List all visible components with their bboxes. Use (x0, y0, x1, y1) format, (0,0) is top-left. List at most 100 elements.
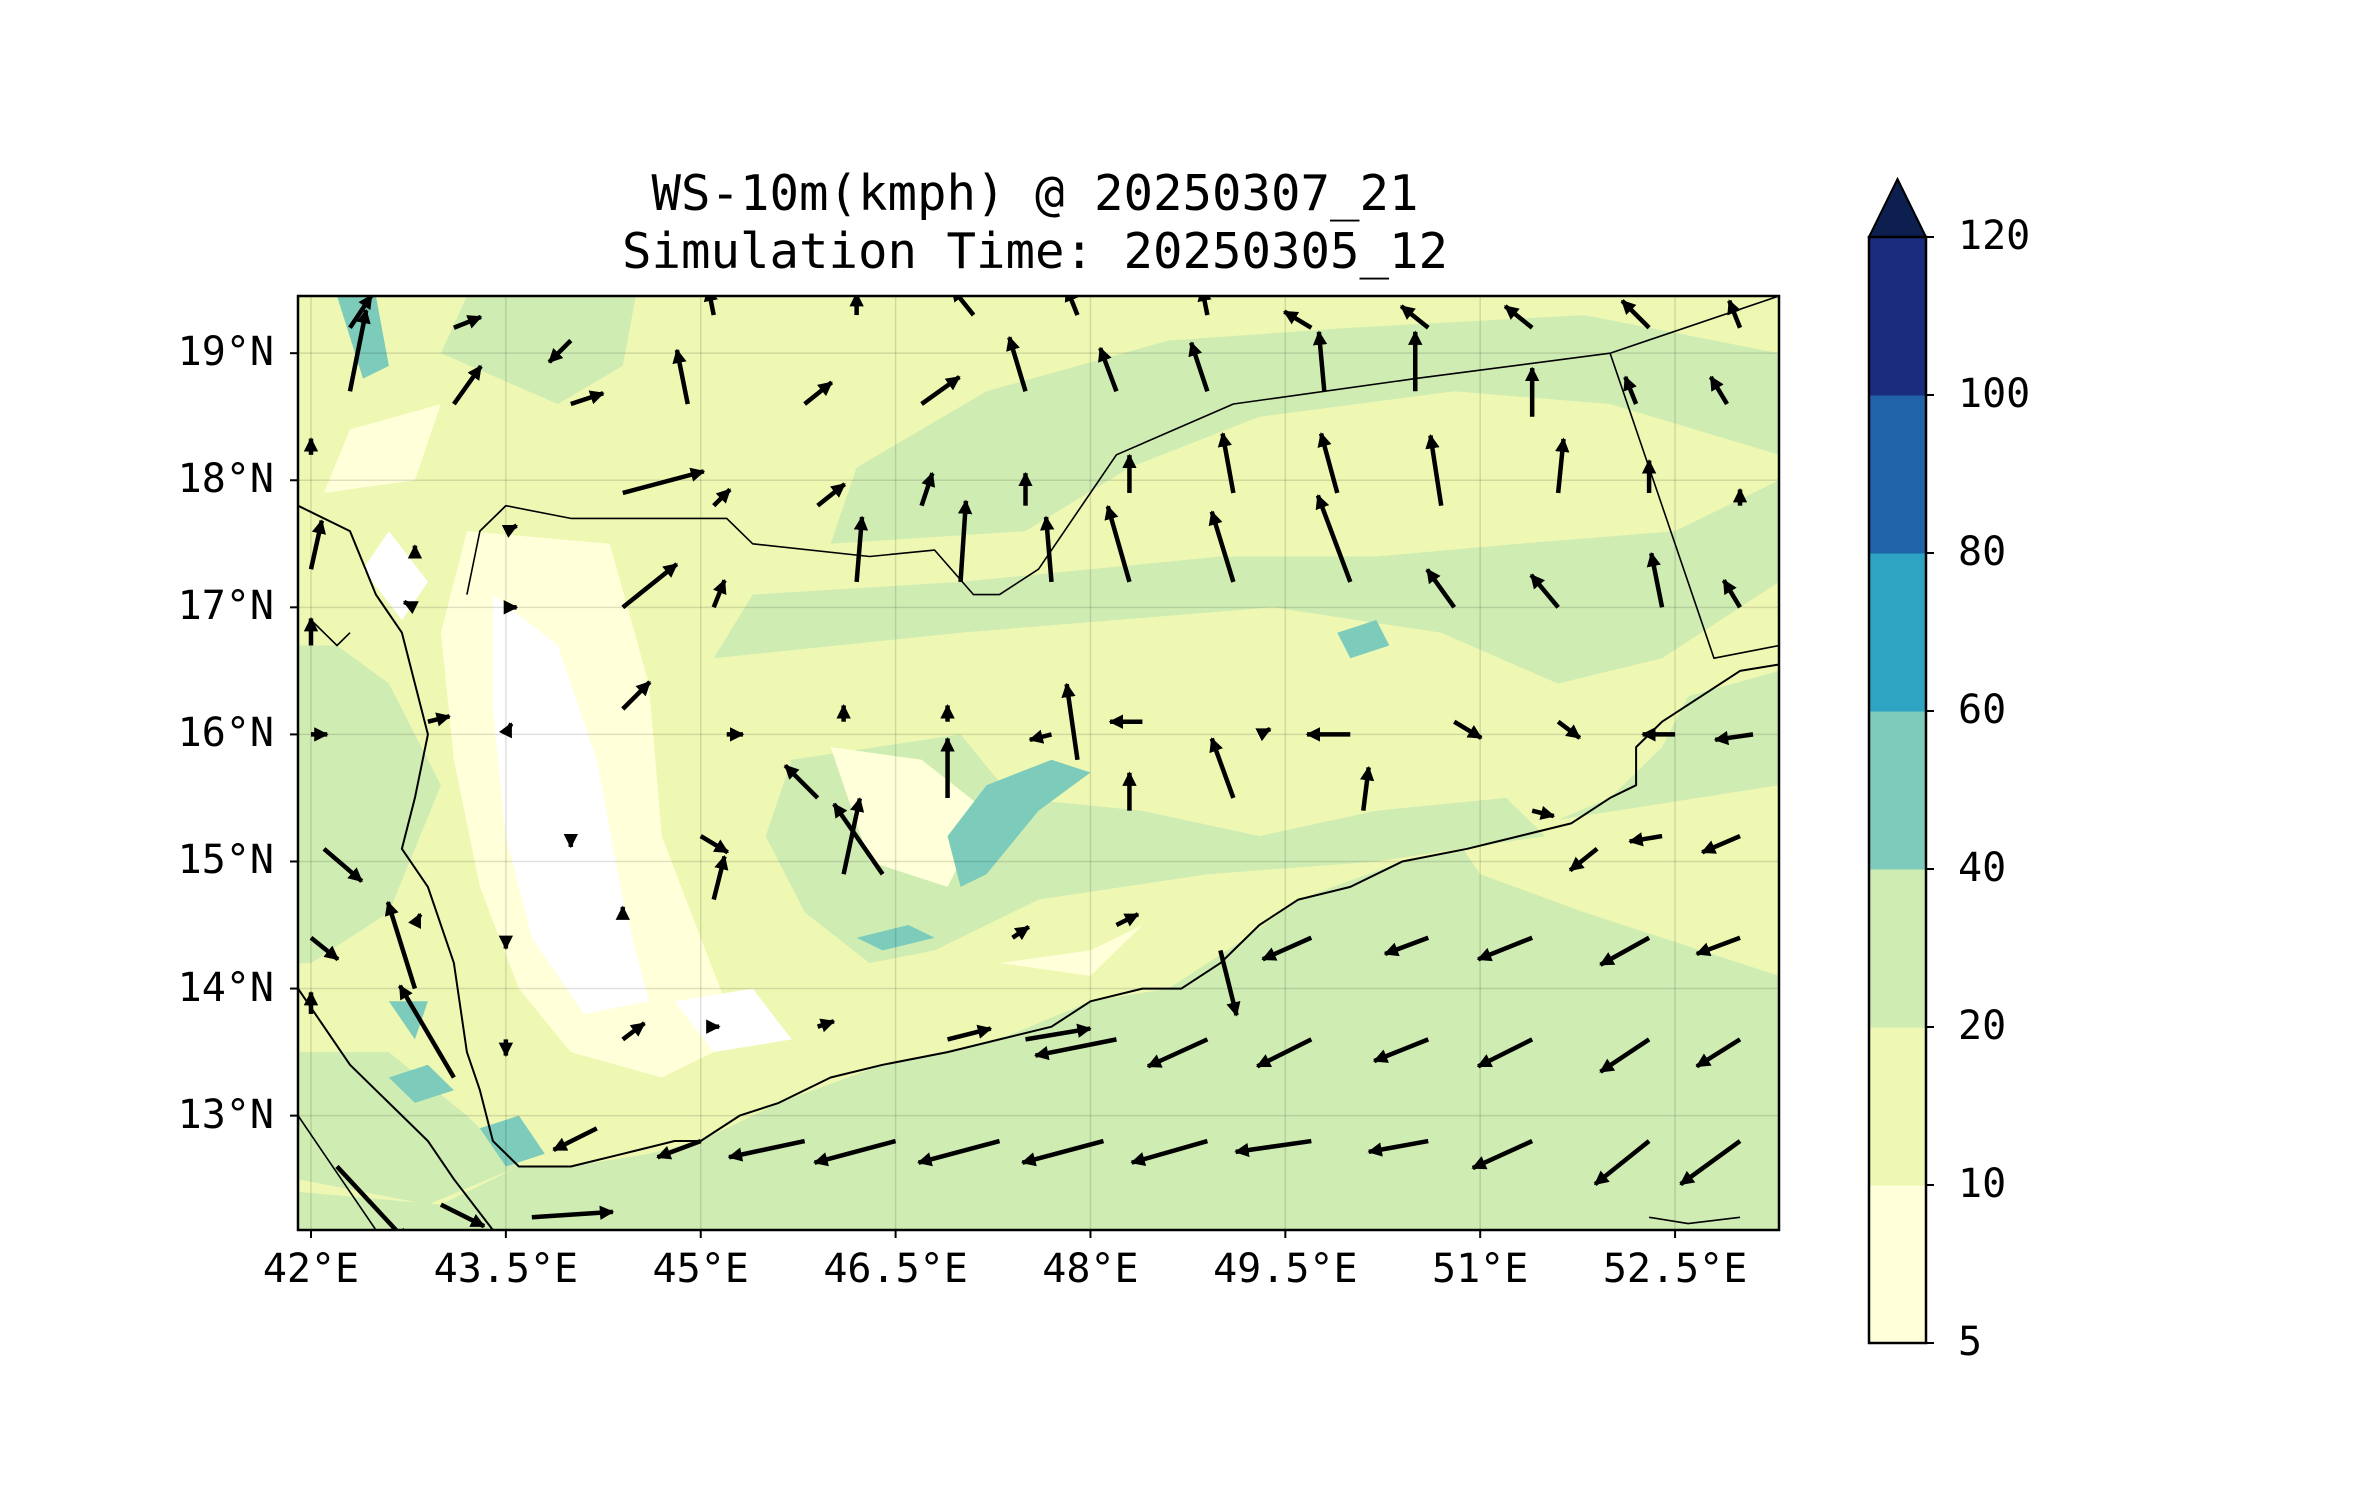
wind-vector (1197, 296, 1212, 316)
lat-tick-label: 15°N (177, 837, 274, 884)
wind-vector (832, 802, 885, 876)
colorbar-segment (1869, 869, 1926, 1028)
wind-vector (622, 467, 706, 496)
wind-vector (920, 375, 961, 406)
wind-vector (712, 487, 732, 508)
wind-vector (1208, 510, 1236, 583)
wind-vector (1188, 341, 1210, 393)
wind-vector (1034, 1037, 1117, 1061)
lat-tick-label: 17°N (177, 583, 274, 630)
colorbar-segment (1869, 553, 1926, 712)
calm-5-10-2 (999, 925, 1143, 976)
lon-tick-label: 46.5°E (823, 1246, 968, 1292)
wind-vector (322, 847, 364, 883)
wind-vector (1115, 912, 1140, 928)
wind-vector (1283, 309, 1313, 330)
wind-vector (1064, 296, 1080, 316)
wind-vector (1104, 504, 1132, 583)
wind-vector (1383, 935, 1430, 957)
wind-vector (1256, 1037, 1313, 1069)
calm-below-5-2 (363, 531, 428, 620)
wind-vector (348, 296, 374, 330)
zone-20-40-4 (298, 645, 441, 964)
wind-vector (402, 599, 419, 615)
wind-vector (1721, 579, 1742, 609)
wind-vector (1234, 1138, 1312, 1158)
zone-40-60-4 (388, 1064, 454, 1103)
wind-vector (309, 935, 340, 962)
wind-vector (699, 834, 729, 855)
wind-vector (1695, 1037, 1742, 1069)
wind-vector (347, 308, 371, 392)
zone-40-60-1 (1337, 620, 1390, 659)
wind-vector (621, 1021, 646, 1042)
calm-5-10-3 (324, 404, 441, 493)
zone-20-40-5 (298, 1052, 519, 1205)
wind-vector (1556, 719, 1582, 740)
colorbar-segment (1869, 237, 1926, 396)
wind-vector (1620, 299, 1651, 330)
wind-vectors (303, 296, 1754, 1230)
wind-vector (1695, 935, 1741, 957)
wind-vector (813, 1138, 897, 1167)
wind-vector (1367, 1138, 1429, 1157)
sea-20-40-fill (298, 670, 1779, 1230)
lat-tick-label: 16°N (177, 710, 274, 757)
zone-20-40-0 (713, 480, 1779, 684)
wind-vector (816, 1018, 836, 1033)
wind-vector (531, 1205, 615, 1220)
wind-vector (1130, 1138, 1209, 1167)
colorbar-tick-label: 60 (1958, 687, 2007, 733)
colorbar-segment (1869, 1027, 1926, 1186)
wind-vector (947, 1024, 993, 1042)
wind-vector (853, 515, 869, 583)
wind-vector (1028, 729, 1053, 744)
calm-below-5-1 (674, 988, 792, 1053)
wind-vector (547, 338, 573, 364)
wind-vector (439, 1202, 486, 1229)
colorbar-frame (1867, 235, 1928, 1345)
wind-vector (427, 712, 451, 727)
wind-vector (1425, 568, 1457, 609)
wind-vector (1317, 432, 1340, 494)
axis-ticks (290, 352, 1677, 1238)
wind-vector (919, 471, 936, 507)
wind-vector (816, 482, 847, 508)
colorbar-tick-label: 100 (1958, 371, 2031, 417)
wind-vector (957, 499, 973, 583)
wind-vector (803, 380, 834, 406)
zone-20-40-3 (440, 296, 636, 404)
farasan-islands (310, 619, 351, 647)
wind-vector (1531, 805, 1556, 820)
yemen-coastline (298, 504, 1779, 1168)
wind-vector (384, 900, 418, 990)
colorbar-segment (1869, 1185, 1926, 1344)
wind-vector (1217, 432, 1236, 494)
wind-speed-fill (298, 296, 1779, 1230)
wind-vector (1679, 1139, 1742, 1187)
wind-vector (1599, 935, 1651, 967)
wind-vector (499, 722, 514, 739)
saudi-coast-west (466, 505, 507, 595)
wind-vector (841, 797, 865, 875)
wind-vector (1255, 726, 1272, 742)
wind-vector (1218, 949, 1241, 1017)
wind-vector (1713, 730, 1754, 746)
wind-vector (501, 523, 518, 538)
lat-tick-label: 19°N (177, 329, 274, 376)
wind-vector (711, 855, 729, 901)
wind-vector (397, 984, 456, 1079)
wind-vector (917, 1138, 1001, 1167)
socotra-coast (1648, 1216, 1741, 1225)
wind-vector (1039, 515, 1055, 583)
colorbar-tick-label: 120 (1958, 213, 2031, 259)
lon-tick-label: 51°E (1432, 1246, 1529, 1292)
zone-20-40-2 (830, 315, 1779, 544)
wind-vector (1372, 1037, 1430, 1064)
wind-vector (1708, 375, 1729, 406)
zone-40-60-0 (947, 759, 1091, 887)
map-title: WS-10m(kmph) @ 20250307_21 (651, 165, 1419, 222)
colorbar (1867, 176, 1934, 1345)
